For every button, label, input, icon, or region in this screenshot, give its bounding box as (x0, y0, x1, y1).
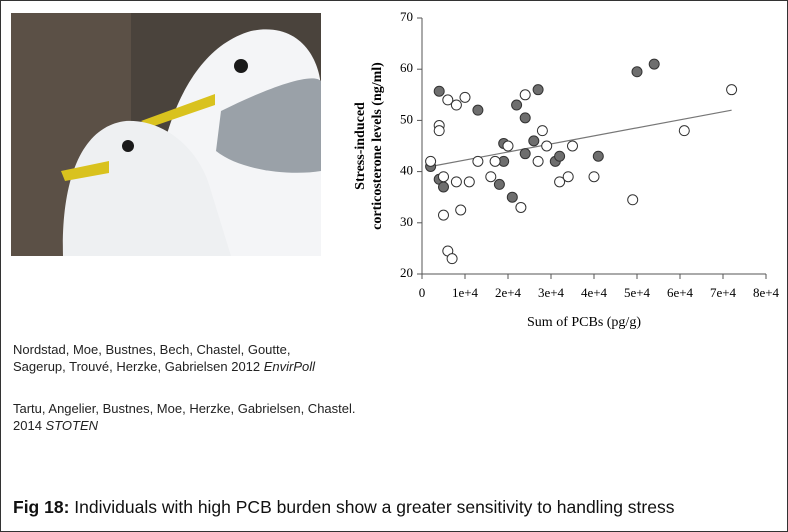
point (519, 112, 531, 124)
x-tick-label: 6e+4 (667, 285, 694, 300)
point (519, 148, 531, 160)
point (438, 171, 449, 183)
x-tick-label: 4e+4 (581, 285, 608, 300)
point (502, 140, 514, 152)
x-tick-label: 3e+4 (538, 285, 565, 300)
point (463, 176, 475, 188)
reference: Nordstad, Moe, Bustnes, Bech, Chastel, G… (13, 341, 315, 375)
y-tick-label: 50 (400, 111, 413, 126)
journal: EnvirPoll (263, 359, 316, 374)
point (554, 150, 566, 162)
reference-line: Sagerup, Trouvé, Herzke, Gabrielsen 2012 (13, 359, 261, 374)
point (588, 171, 600, 183)
reference-line: 2014 (13, 418, 42, 433)
point (631, 66, 643, 78)
axes (421, 18, 766, 275)
point (528, 135, 540, 147)
caption-label: Fig 18: (13, 497, 70, 517)
point (511, 99, 523, 111)
y-axis-label: Stress-induced (353, 102, 368, 190)
caption: Fig 18: Individuals with high PCB burden… (13, 497, 674, 518)
point (433, 85, 445, 97)
reference-line: Nordstad, Moe, Bustnes, Bech, Chastel, G… (13, 342, 291, 357)
point (536, 125, 548, 137)
point (459, 91, 471, 103)
y-axis-label: corticosterone levels (ng/ml) (370, 62, 385, 230)
x-tick-label: 5e+4 (624, 285, 651, 300)
point (541, 140, 553, 152)
point (455, 204, 467, 216)
point (567, 140, 578, 152)
reference: Tartu, Angelier, Bustnes, Moe, Herzke, G… (13, 400, 356, 434)
y-tick-label: 70 (400, 9, 413, 24)
point (450, 99, 462, 111)
point (438, 181, 449, 193)
point (433, 125, 445, 137)
point (554, 176, 566, 188)
point (519, 89, 531, 101)
photo (11, 13, 321, 257)
x-tick-label: 2e+4 (495, 285, 522, 300)
point (726, 84, 738, 96)
point (442, 94, 454, 106)
point (562, 171, 574, 183)
point (648, 58, 660, 70)
x-tick-label: 1e+4 (452, 285, 479, 300)
point (506, 191, 518, 203)
point (678, 125, 690, 137)
point (493, 178, 505, 190)
point (446, 253, 458, 265)
x-axis-label: Sum of PCBs (pg/g) (527, 315, 641, 330)
point (627, 194, 639, 206)
x-tick-label: 0 (419, 285, 426, 300)
y-tick-label: 40 (400, 163, 413, 178)
point (532, 155, 544, 167)
caption-text: Individuals with high PCB burden show a … (74, 497, 675, 517)
point (515, 201, 527, 213)
journal: STOTEN (45, 418, 99, 433)
point (450, 176, 462, 188)
x-tick-label: 7e+4 (710, 285, 737, 300)
point (532, 84, 544, 96)
y-tick-label: 30 (400, 214, 413, 229)
reference-line: Tartu, Angelier, Bustnes, Moe, Herzke, G… (13, 401, 356, 416)
point (472, 104, 484, 116)
point (592, 150, 604, 162)
point (485, 171, 497, 183)
y-tick-label: 20 (400, 265, 413, 280)
point (425, 155, 437, 167)
point (438, 209, 449, 221)
x-tick-label: 8e+4 (753, 285, 780, 300)
y-tick-label: 60 (400, 60, 413, 75)
point (489, 155, 501, 167)
point (472, 155, 484, 167)
